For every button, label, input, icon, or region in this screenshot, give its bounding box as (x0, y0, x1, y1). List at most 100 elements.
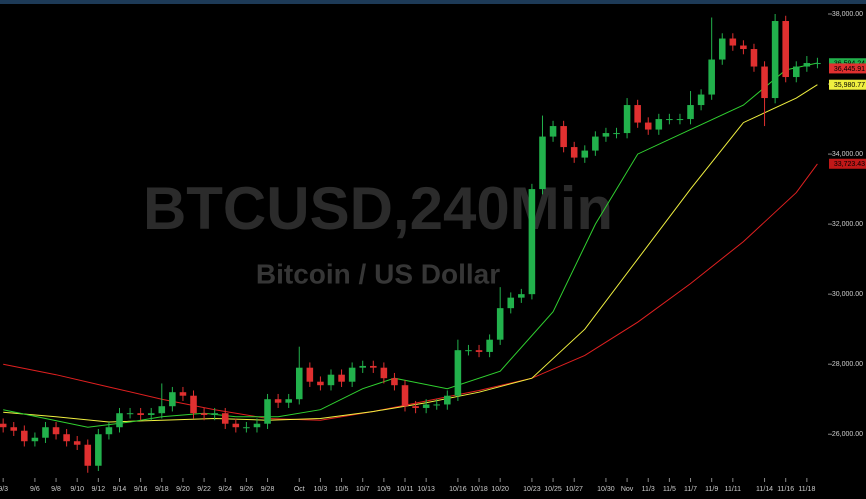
candle-body (169, 392, 176, 407)
x-tick-label: Nov (621, 486, 634, 493)
x-tick-label: 9/18 (155, 486, 169, 493)
x-tick-label: 11/14 (756, 486, 773, 493)
candle-body (570, 147, 578, 158)
x-tick-label: 10/27 (565, 486, 583, 493)
candle-body (21, 430, 28, 442)
candle-body (687, 105, 694, 120)
x-tick-label: 10/16 (449, 486, 467, 493)
x-tick-label: 10/23 (523, 486, 541, 493)
candle-body (147, 413, 155, 415)
candle-body (655, 119, 663, 130)
candle-body (327, 374, 335, 386)
x-tick-label: 11/7 (684, 486, 697, 493)
x-tick-label: 10/18 (470, 486, 488, 493)
candle-body (380, 367, 388, 379)
x-tick-label: 9/14 (113, 486, 127, 493)
candle-body (126, 413, 134, 415)
candle-body (581, 150, 589, 158)
x-tick-label: 11/5 (663, 486, 676, 493)
candle-body (729, 38, 737, 46)
candle-body (676, 119, 684, 121)
candle-body (306, 367, 314, 382)
candle-body (486, 339, 493, 352)
y-tick-label: 30,000.00 (832, 291, 863, 298)
candle-body (528, 189, 536, 295)
candle-body (761, 66, 768, 99)
candle-body (370, 365, 377, 368)
x-tick-label: 10/13 (417, 486, 435, 493)
candle-body (454, 350, 462, 396)
candle-body (792, 66, 800, 78)
candle-body (0, 423, 7, 428)
candle-body (422, 404, 430, 408)
candle-body (243, 427, 250, 429)
candle-body (158, 406, 166, 414)
candle-body (190, 395, 197, 414)
candle-body (274, 399, 282, 403)
candle-body (391, 378, 398, 386)
candle-body (137, 413, 144, 415)
candle-body (623, 105, 631, 134)
candle-body (348, 367, 356, 382)
x-tick-label: Oct (294, 486, 305, 493)
candle-body (31, 437, 39, 442)
candle-body (105, 427, 113, 435)
x-tick-label: 9/3 (0, 486, 8, 493)
candle-body (602, 133, 610, 137)
candle-body (782, 21, 789, 78)
price-label-box (829, 63, 866, 74)
y-tick-label: 32,000.00 (832, 221, 863, 228)
candle-body (359, 365, 366, 368)
x-tick-label: 9/22 (197, 486, 211, 493)
price-label-box (829, 158, 866, 169)
y-tick-label: 38,000.00 (832, 11, 863, 18)
y-tick-label: 26,000.00 (832, 431, 863, 438)
candle-body (613, 133, 620, 135)
candle-body (52, 427, 60, 435)
candle-body (10, 427, 18, 431)
moving-average (3, 62, 818, 428)
candle-body (518, 294, 525, 298)
candle-body (708, 59, 715, 95)
candle-body (84, 444, 92, 466)
price-label-box (829, 79, 866, 90)
top-border (0, 0, 866, 4)
y-tick-label: 34,000.00 (832, 151, 863, 158)
x-tick-label: 9/24 (218, 486, 232, 493)
candle-body (634, 105, 641, 123)
x-tick-label: 9/20 (176, 486, 190, 493)
candle-body (200, 413, 208, 415)
x-tick-label: 10/20 (491, 486, 509, 493)
watermark-subtitle: Bitcoin / US Dollar (256, 258, 500, 289)
candle-body (507, 297, 515, 309)
candle-body (401, 385, 409, 407)
y-tick-label: 28,000.00 (832, 361, 863, 368)
candle-body (496, 308, 504, 340)
candle-body (179, 392, 187, 396)
x-tick-label: 9/10 (70, 486, 84, 493)
candle-body (221, 413, 229, 424)
candle-body (718, 38, 726, 60)
x-tick-label: 10/11 (397, 486, 414, 493)
candle-body (295, 367, 303, 400)
x-tick-label: 9/6 (30, 486, 40, 493)
x-tick-label: 10/30 (597, 486, 615, 493)
x-tick-label: 9/26 (240, 486, 254, 493)
candle-body (95, 434, 102, 466)
candle-body (771, 21, 779, 99)
x-tick-label: 9/8 (51, 486, 61, 493)
candle-body (740, 45, 747, 50)
x-tick-label: 11/9 (705, 486, 718, 493)
candle-body (803, 63, 811, 67)
candle-body (666, 119, 673, 121)
x-tick-label: 9/16 (134, 486, 148, 493)
candle-body (814, 63, 821, 65)
candle-body (63, 434, 70, 442)
price-label: 35,980.77 (834, 82, 865, 89)
price-label: 36,445.91 (834, 66, 865, 73)
candle-body (697, 94, 705, 106)
x-tick-label: 10/7 (356, 486, 370, 493)
candle-body (549, 126, 557, 137)
candle-body (285, 399, 292, 403)
